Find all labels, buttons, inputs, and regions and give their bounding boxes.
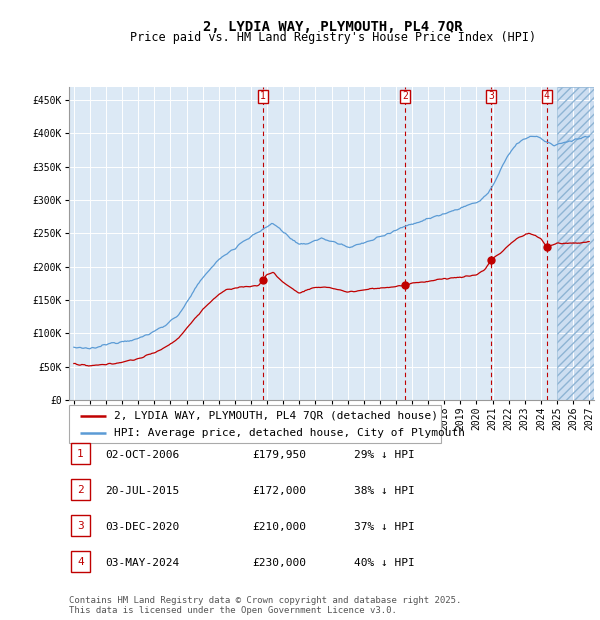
Text: 1: 1 xyxy=(260,92,266,102)
Text: Contains HM Land Registry data © Crown copyright and database right 2025.
This d: Contains HM Land Registry data © Crown c… xyxy=(69,596,461,615)
Bar xyxy=(557,87,594,400)
FancyBboxPatch shape xyxy=(69,405,441,443)
Text: £179,950: £179,950 xyxy=(252,450,306,460)
Text: 38% ↓ HPI: 38% ↓ HPI xyxy=(354,486,415,496)
Text: 29% ↓ HPI: 29% ↓ HPI xyxy=(354,450,415,460)
Text: 2, LYDIA WAY, PLYMOUTH, PL4 7QR (detached house): 2, LYDIA WAY, PLYMOUTH, PL4 7QR (detache… xyxy=(113,410,437,420)
Text: 40% ↓ HPI: 40% ↓ HPI xyxy=(354,558,415,568)
Text: 4: 4 xyxy=(77,557,84,567)
Text: 20-JUL-2015: 20-JUL-2015 xyxy=(105,486,179,496)
Text: 1: 1 xyxy=(77,449,84,459)
Text: Price paid vs. HM Land Registry's House Price Index (HPI): Price paid vs. HM Land Registry's House … xyxy=(130,31,536,44)
Text: 2, LYDIA WAY, PLYMOUTH, PL4 7QR: 2, LYDIA WAY, PLYMOUTH, PL4 7QR xyxy=(203,20,463,34)
FancyBboxPatch shape xyxy=(71,551,90,572)
Bar xyxy=(557,87,594,400)
FancyBboxPatch shape xyxy=(71,443,90,464)
FancyBboxPatch shape xyxy=(71,479,90,500)
Text: £172,000: £172,000 xyxy=(252,486,306,496)
Text: 3: 3 xyxy=(488,92,494,102)
Text: 03-DEC-2020: 03-DEC-2020 xyxy=(105,522,179,532)
Text: 4: 4 xyxy=(544,92,550,102)
Text: £230,000: £230,000 xyxy=(252,558,306,568)
Text: 02-OCT-2006: 02-OCT-2006 xyxy=(105,450,179,460)
Text: £210,000: £210,000 xyxy=(252,522,306,532)
Text: HPI: Average price, detached house, City of Plymouth: HPI: Average price, detached house, City… xyxy=(113,428,464,438)
Text: 37% ↓ HPI: 37% ↓ HPI xyxy=(354,522,415,532)
Text: 03-MAY-2024: 03-MAY-2024 xyxy=(105,558,179,568)
Text: 3: 3 xyxy=(77,521,84,531)
Text: 2: 2 xyxy=(402,92,408,102)
FancyBboxPatch shape xyxy=(71,515,90,536)
Text: 2: 2 xyxy=(77,485,84,495)
